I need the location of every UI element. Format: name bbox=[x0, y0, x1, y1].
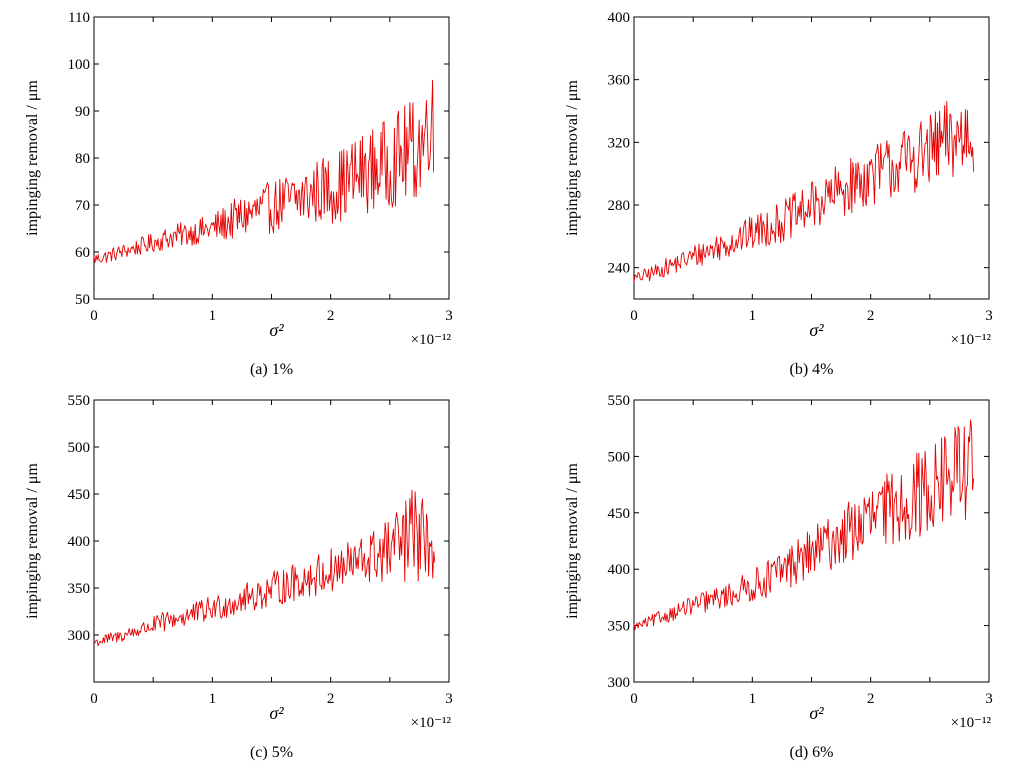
chart-panel-4: 0 1 2 3 300 350 400 450 500 550 impinging removal … bbox=[564, 393, 993, 761]
y-tick-label: 90 bbox=[75, 104, 90, 120]
y-tick-label: 100 bbox=[68, 57, 91, 73]
x-tick-label: 1 bbox=[749, 308, 757, 324]
chart-panel-3: 0 1 2 3 300 350 400 450 500 550 impinging removal … bbox=[24, 393, 453, 761]
y-tick-label: 320 bbox=[608, 135, 631, 151]
chart-panel-1: 0 1 2 3 50 60 70 80 90 100 110 impinging removal / … bbox=[24, 10, 453, 378]
y-tick-label: 400 bbox=[608, 10, 631, 26]
data-series-line bbox=[93, 79, 435, 263]
y-tick-label: 400 bbox=[68, 534, 91, 550]
x-tick-label: 3 bbox=[985, 308, 993, 324]
y-axis-label: impinging removal / μm bbox=[24, 80, 41, 236]
x-tick-label: 2 bbox=[867, 691, 875, 707]
x-tick-label: 0 bbox=[630, 691, 638, 707]
x-axis-multiplier: ×10⁻¹² bbox=[951, 332, 992, 348]
y-tick-label: 300 bbox=[608, 675, 631, 691]
y-tick-label: 450 bbox=[608, 506, 631, 522]
x-tick-label: 0 bbox=[630, 308, 638, 324]
x-axis-label: σ² bbox=[269, 703, 284, 723]
x-axis-multiplier: ×10⁻¹² bbox=[411, 332, 452, 348]
data-series-line bbox=[633, 101, 975, 283]
plot-frame bbox=[93, 16, 450, 300]
y-tick-label: 360 bbox=[608, 73, 631, 89]
y-axis-label: impinging removal / μm bbox=[564, 80, 581, 236]
x-tick-label: 1 bbox=[209, 691, 217, 707]
panel-caption: (b) 4% bbox=[790, 361, 834, 378]
x-tick-label: 2 bbox=[327, 308, 335, 324]
panel-caption: (d) 6% bbox=[790, 744, 834, 761]
y-tick-label: 50 bbox=[75, 292, 90, 308]
x-tick-label: 3 bbox=[985, 691, 993, 707]
x-axis-multiplier: ×10⁻¹² bbox=[951, 715, 992, 731]
x-axis-label: σ² bbox=[269, 320, 284, 340]
y-tick-label: 550 bbox=[608, 393, 631, 409]
x-axis-multiplier: ×10⁻¹² bbox=[411, 715, 452, 731]
y-tick-label: 350 bbox=[608, 619, 631, 635]
x-axis-label: σ² bbox=[809, 320, 824, 340]
y-tick-label: 300 bbox=[68, 628, 91, 644]
y-tick-label: 500 bbox=[608, 449, 631, 465]
y-tick-label: 550 bbox=[68, 393, 91, 409]
y-tick-label: 70 bbox=[75, 198, 90, 214]
y-tick-label: 280 bbox=[608, 198, 631, 214]
plot-frame bbox=[93, 399, 450, 683]
x-tick-label: 3 bbox=[445, 308, 453, 324]
y-tick-label: 110 bbox=[68, 10, 90, 26]
x-axis-label: σ² bbox=[809, 703, 824, 723]
x-tick-label: 0 bbox=[90, 691, 98, 707]
x-tick-label: 1 bbox=[209, 308, 217, 324]
y-tick-label: 350 bbox=[68, 581, 91, 597]
y-axis-label: impinging removal / μm bbox=[24, 463, 41, 619]
chart-panel-2: 0 1 2 3 240 280 320 360 400 impinging removal / μ… bbox=[564, 10, 993, 378]
plot-frame bbox=[633, 399, 990, 683]
y-tick-label: 500 bbox=[68, 440, 91, 456]
panel-caption: (a) 1% bbox=[250, 361, 293, 378]
x-tick-label: 1 bbox=[749, 691, 757, 707]
plot-frame bbox=[633, 16, 990, 300]
y-tick-label: 450 bbox=[68, 487, 91, 503]
y-tick-label: 60 bbox=[75, 245, 90, 261]
x-tick-label: 2 bbox=[867, 308, 875, 324]
x-tick-label: 2 bbox=[327, 691, 335, 707]
y-tick-label: 240 bbox=[608, 261, 631, 277]
y-tick-label: 80 bbox=[75, 151, 90, 167]
y-tick-label: 400 bbox=[608, 562, 631, 578]
data-series-line bbox=[94, 489, 436, 647]
panel-caption: (c) 5% bbox=[250, 744, 293, 761]
x-tick-label: 3 bbox=[445, 691, 453, 707]
x-tick-label: 0 bbox=[90, 308, 98, 324]
y-axis-label: impinging removal / μm bbox=[564, 463, 581, 619]
data-series-line bbox=[633, 419, 975, 631]
